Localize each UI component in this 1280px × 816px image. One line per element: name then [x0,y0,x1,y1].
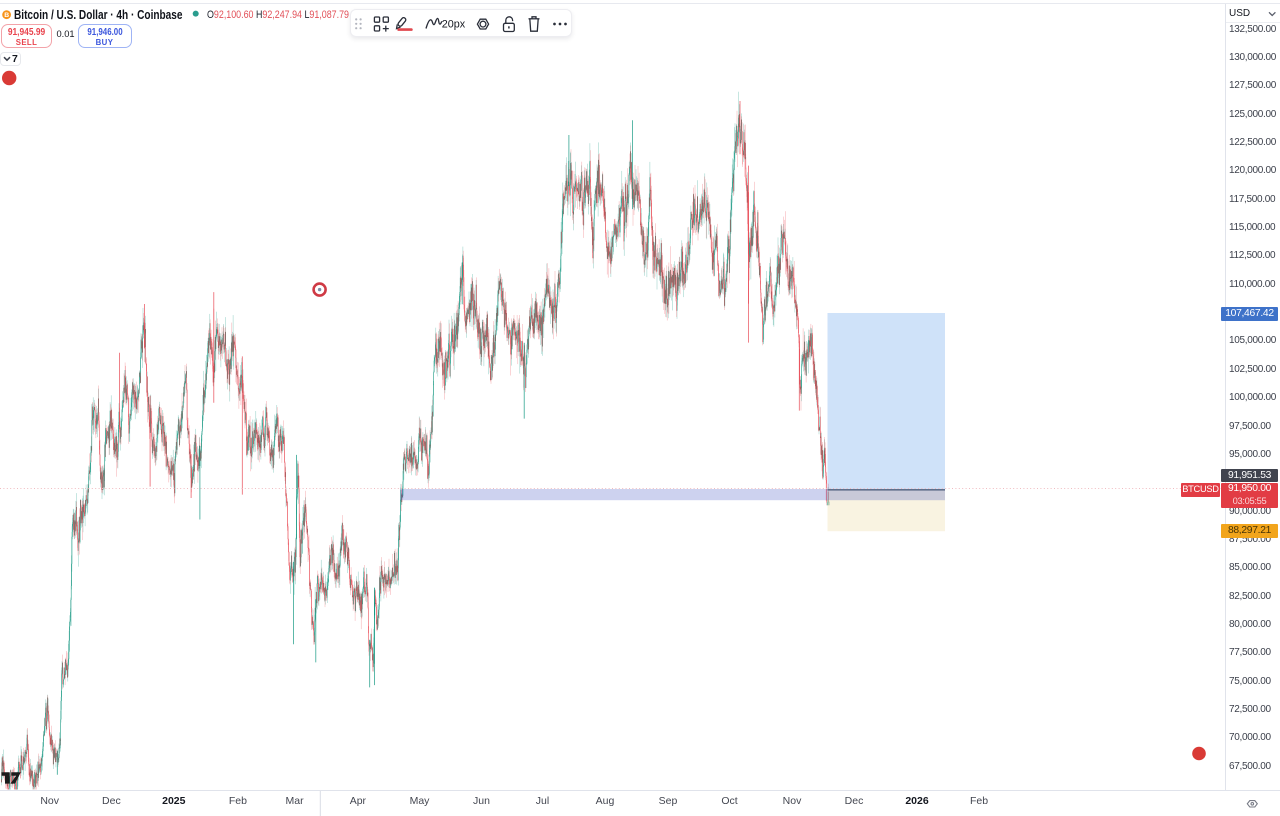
svg-text:B: B [4,12,9,19]
svg-text:20px: 20px [442,18,466,30]
